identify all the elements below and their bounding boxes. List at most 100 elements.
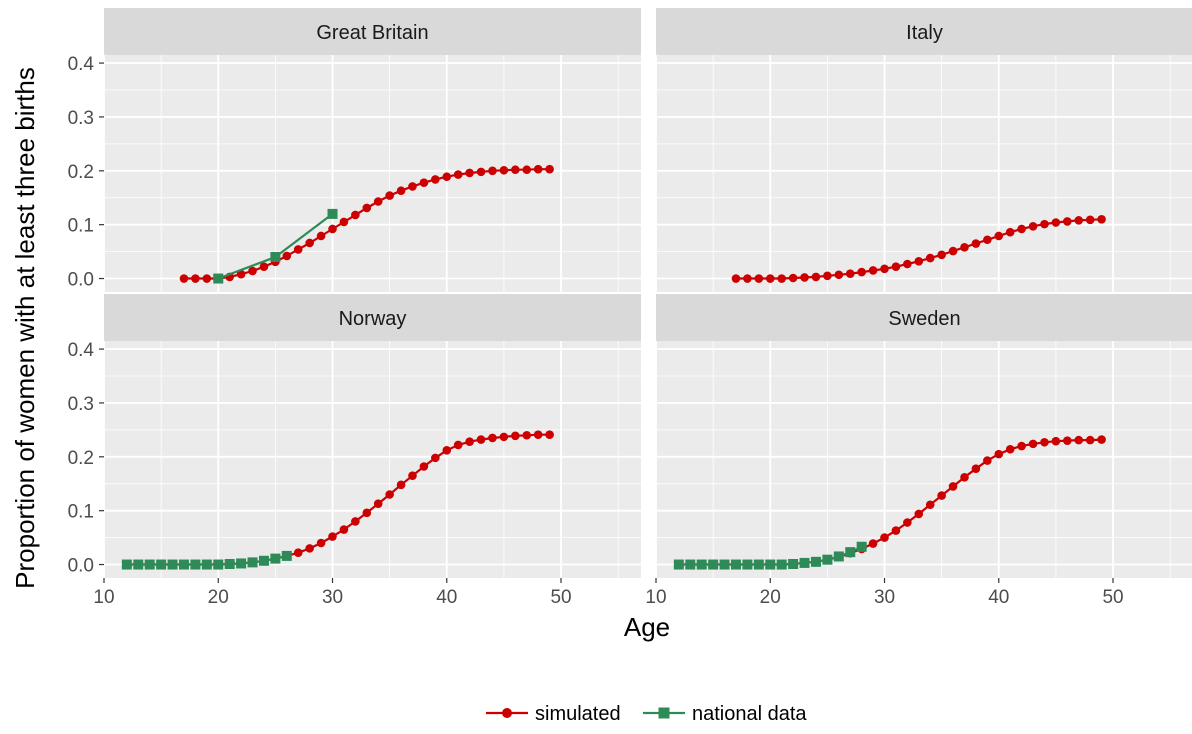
- data-point-simulated: [545, 164, 554, 174]
- data-point-national-data: [270, 553, 281, 564]
- data-point-simulated: [522, 430, 532, 440]
- data-point-simulated: [1074, 435, 1084, 445]
- data-point-simulated: [328, 224, 337, 234]
- y-axis-title: Proportion of women with at least three …: [10, 67, 40, 589]
- legend-simulated-label: simulated: [535, 703, 621, 725]
- x-tick-label: 20: [208, 587, 229, 608]
- data-point-national-data: [753, 559, 764, 570]
- data-point-simulated: [1085, 215, 1095, 225]
- data-point-simulated: [431, 453, 440, 463]
- data-point-national-data: [673, 559, 684, 570]
- panel-sweden: Sweden 10 20 30 40 50: [645, 294, 1192, 608]
- data-point-simulated: [179, 274, 189, 283]
- plot-background-italy: [656, 55, 1192, 292]
- data-point-simulated: [1017, 224, 1026, 234]
- data-point-national-data: [213, 273, 224, 284]
- data-point-simulated: [823, 271, 832, 281]
- data-point-simulated: [743, 274, 752, 283]
- plot-background-norway: [104, 341, 641, 578]
- y-tick-label: 0.2: [68, 448, 94, 469]
- y-tick-label: 0.2: [68, 162, 94, 183]
- data-point-simulated: [937, 250, 946, 260]
- data-point-simulated: [511, 165, 520, 175]
- data-point-simulated: [1051, 436, 1061, 446]
- data-point-simulated: [845, 269, 855, 278]
- data-point-simulated: [948, 246, 958, 256]
- y-tick-label: 0.0: [68, 270, 94, 291]
- data-point-simulated: [511, 431, 520, 441]
- data-point-simulated: [191, 274, 200, 283]
- x-axis-title: Age: [624, 612, 670, 642]
- data-point-simulated: [202, 274, 212, 283]
- y-tick-label: 0.4: [68, 54, 95, 75]
- data-point-simulated: [408, 471, 417, 480]
- panel-strip-sweden: [656, 294, 1192, 341]
- panel-title-sweden: Sweden: [888, 308, 960, 330]
- data-point-national-data: [133, 559, 144, 570]
- data-point-simulated: [948, 482, 958, 491]
- data-point-simulated: [339, 525, 349, 534]
- data-point-simulated: [925, 500, 935, 510]
- y-tick-label: 0.1: [68, 502, 94, 523]
- data-point-national-data: [156, 559, 167, 570]
- data-point-simulated: [362, 508, 372, 518]
- data-point-simulated: [465, 437, 474, 447]
- data-point-simulated: [236, 269, 246, 279]
- data-point-simulated: [522, 165, 532, 175]
- data-point-national-data: [167, 559, 178, 570]
- data-point-simulated: [960, 472, 969, 482]
- panel-title-norway: Norway: [339, 308, 407, 330]
- data-point-simulated: [362, 203, 372, 213]
- data-point-simulated: [1017, 441, 1026, 451]
- data-point-national-data: [696, 559, 707, 570]
- data-point-national-data: [236, 558, 247, 569]
- x-tick-label: 50: [1102, 587, 1123, 608]
- x-tick-label: 40: [436, 587, 457, 608]
- panel-strip-italy: [656, 8, 1192, 55]
- data-point-simulated: [1074, 216, 1084, 225]
- data-point-simulated: [533, 430, 543, 440]
- data-point-simulated: [914, 256, 924, 266]
- data-point-simulated: [351, 517, 360, 526]
- data-point-simulated: [453, 170, 463, 179]
- legend-national-label: national data: [692, 703, 807, 725]
- data-point-simulated: [731, 274, 741, 283]
- x-tick-label: 50: [550, 587, 571, 608]
- data-point-simulated: [1028, 221, 1038, 231]
- data-point-national-data: [258, 555, 269, 566]
- data-point-national-data: [856, 541, 867, 552]
- data-point-national-data: [144, 559, 155, 570]
- data-point-simulated: [1028, 439, 1038, 449]
- data-point-simulated: [1051, 218, 1061, 227]
- data-point-simulated: [1040, 437, 1049, 447]
- data-point-simulated: [994, 449, 1004, 459]
- data-point-simulated: [1097, 214, 1106, 224]
- data-point-simulated: [339, 217, 349, 227]
- data-point-national-data: [121, 559, 132, 570]
- x-tick-label: 30: [322, 587, 343, 608]
- data-point-simulated: [396, 186, 406, 196]
- data-point-national-data: [281, 550, 292, 561]
- panel-title-italy: Italy: [906, 22, 943, 44]
- data-point-simulated: [305, 544, 314, 553]
- data-point-simulated: [453, 440, 463, 450]
- panel-great-britain: Great Britain 0.0 0.1 0.2 0.3 0.4: [68, 8, 641, 292]
- data-point-national-data: [327, 208, 338, 219]
- panel-strip-great-britain: [104, 8, 641, 55]
- data-point-simulated: [891, 526, 901, 535]
- data-point-simulated: [476, 435, 486, 444]
- data-point-simulated: [880, 264, 889, 274]
- data-point-simulated: [800, 273, 809, 282]
- data-point-simulated: [476, 167, 486, 177]
- data-point-national-data: [685, 559, 696, 570]
- facet-panels: Great Britain 0.0 0.1 0.2 0.3 0.4 Italy Norway 0…: [68, 8, 1192, 608]
- data-point-national-data: [776, 559, 787, 570]
- data-point-simulated: [442, 172, 452, 182]
- data-point-national-data: [742, 559, 753, 570]
- data-point-simulated: [903, 259, 912, 269]
- panel-italy: Italy: [655, 8, 1192, 292]
- y-tick-label: 0.0: [68, 556, 94, 577]
- data-point-simulated: [971, 239, 981, 248]
- data-point-national-data: [788, 558, 799, 569]
